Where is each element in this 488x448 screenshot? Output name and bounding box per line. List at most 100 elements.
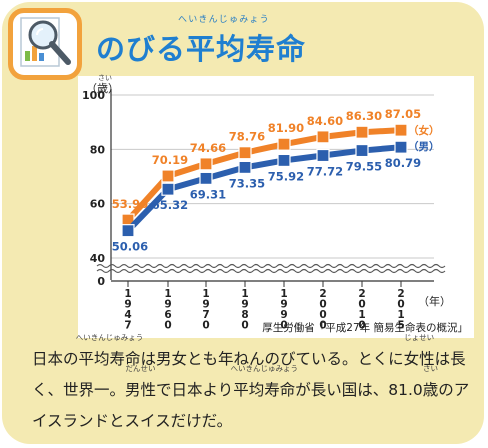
x-tick-label: 9: [124, 299, 131, 311]
data-label: 78.76: [229, 130, 265, 144]
x-tick-label: 7: [202, 309, 209, 321]
ruby-text: じょせい: [404, 333, 435, 342]
ruby-text: だんせい: [125, 364, 156, 373]
legend-female: （女）: [408, 124, 440, 137]
ruby-base: 平均寿命: [233, 381, 296, 399]
x-tick-label: 0: [358, 320, 365, 332]
x-tick-label: 9: [241, 299, 248, 311]
data-point: [161, 169, 175, 183]
x-tick-label: 0: [202, 320, 209, 332]
data-label: 87.05: [385, 107, 421, 121]
x-tick-label: 9: [164, 299, 171, 311]
x-tick-label: 0: [241, 320, 248, 332]
x-tick-label: 1: [397, 309, 404, 321]
ruby-word: じょせい 女性: [403, 333, 435, 375]
data-point: [316, 148, 330, 163]
x-tick-label: 8: [241, 309, 248, 321]
text-part: は長く、世界一。: [32, 350, 466, 399]
data-label: 81.90: [268, 121, 304, 135]
data-label: 50.06: [112, 240, 148, 254]
ruby-base: 歳: [422, 381, 439, 399]
data-point: [238, 160, 252, 174]
data-point: [199, 171, 213, 185]
data-label: 77.72: [307, 165, 343, 179]
y-tick-label: 80: [90, 143, 106, 156]
data-label: 69.31: [190, 187, 226, 201]
data-label: 70.19: [152, 153, 188, 167]
ruby-base: 男性: [125, 381, 157, 399]
data-label: 75.92: [268, 169, 304, 183]
x-tick-label: 9: [280, 309, 287, 321]
x-tick-label: 2: [358, 288, 365, 300]
ruby-text: へいきんじゅみょう: [75, 333, 144, 342]
magnifier-icon: [20, 17, 71, 67]
x-tick-label: 9: [280, 299, 287, 311]
data-point: [355, 125, 369, 139]
text-part: 日本の: [32, 350, 79, 368]
data-point: [277, 137, 291, 151]
data-point: [121, 224, 135, 238]
title-ruby: へいきんじゅみょう: [178, 15, 270, 25]
data-point: [316, 130, 330, 144]
x-tick-label: 0: [319, 299, 326, 311]
data-point: [394, 140, 408, 154]
ruby-word: へいきんじゅみょう 平均寿命: [76, 333, 144, 375]
text-part: は男女とも年ねんのびている。とくに: [140, 350, 404, 368]
x-tick-label: 0: [319, 309, 326, 321]
x-tick-label: 1: [124, 288, 131, 300]
chart-area: [78, 76, 474, 338]
data-point: [161, 182, 175, 196]
data-label: 53.96: [112, 197, 148, 211]
ruby-word: さい歳: [422, 364, 439, 406]
legend-male: （男）: [408, 140, 440, 153]
data-label: 84.60: [307, 114, 343, 128]
ruby-word: へいきんじゅみょう平均寿命: [230, 364, 298, 406]
x-tick-label: 2: [397, 288, 404, 300]
data-point: [277, 153, 291, 168]
data-label: 65.32: [152, 198, 188, 212]
x-tick-label: 1: [358, 309, 365, 321]
ruby-text: へいきんじゅみょう: [230, 364, 298, 373]
y-unit-label: （歳）: [86, 82, 119, 95]
ruby-base: 女性: [403, 350, 435, 368]
data-point: [394, 123, 408, 137]
page-title: のびる平均寿命: [96, 32, 307, 66]
x-tick-label: 0: [319, 320, 326, 332]
ruby-text: さい: [423, 364, 439, 373]
y-tick-label: 60: [90, 198, 106, 211]
x-tick-label: 1: [202, 288, 209, 300]
x-tick-label: 1: [241, 288, 248, 300]
axis-break-line: [96, 268, 446, 274]
x-tick-label: 6: [164, 309, 171, 321]
x-tick-label: 0: [164, 320, 171, 332]
data-label: 80.79: [385, 156, 421, 170]
x-tick-label: 4: [124, 309, 131, 321]
x-tick-label: 9: [202, 299, 209, 311]
y-tick-label: 100: [82, 89, 105, 102]
x-tick-label: 1: [164, 288, 171, 300]
text-part: が長い国は、81.0: [295, 381, 423, 399]
ruby-word: だんせい 男性: [125, 364, 157, 406]
data-point: [199, 157, 213, 171]
description-paragraph: 日本の へいきんじゅみょう 平均寿命は男女とも年ねんのびている。とくに じょせい 女性は…: [32, 333, 478, 437]
data-label: 86.30: [346, 109, 382, 123]
x-tick-label: 1: [280, 288, 287, 300]
y-tick-label: 40: [90, 252, 106, 265]
magnifier-chart-badge: [8, 8, 82, 80]
source-note: 厚生労働省「平成27年 簡易生命表の概況」: [262, 321, 468, 334]
x-tick-label: 0: [397, 299, 404, 311]
data-label: 74.66: [190, 141, 226, 155]
text-part: のアイスランドとスイスだけだ。: [32, 381, 470, 430]
axis-break-line: [96, 263, 446, 269]
x-tick-label: 0: [280, 320, 287, 332]
data-label: 73.35: [229, 176, 265, 190]
text-part: で日本より: [156, 381, 234, 399]
data-point: [355, 143, 369, 158]
y-tick-label: 0: [97, 275, 105, 288]
data-label: 79.55: [346, 160, 382, 174]
x-tick-label: 5: [397, 320, 404, 332]
x-tick-label: 2: [319, 288, 326, 300]
data-point: [238, 146, 252, 160]
y-unit-ruby: さい: [98, 74, 112, 82]
